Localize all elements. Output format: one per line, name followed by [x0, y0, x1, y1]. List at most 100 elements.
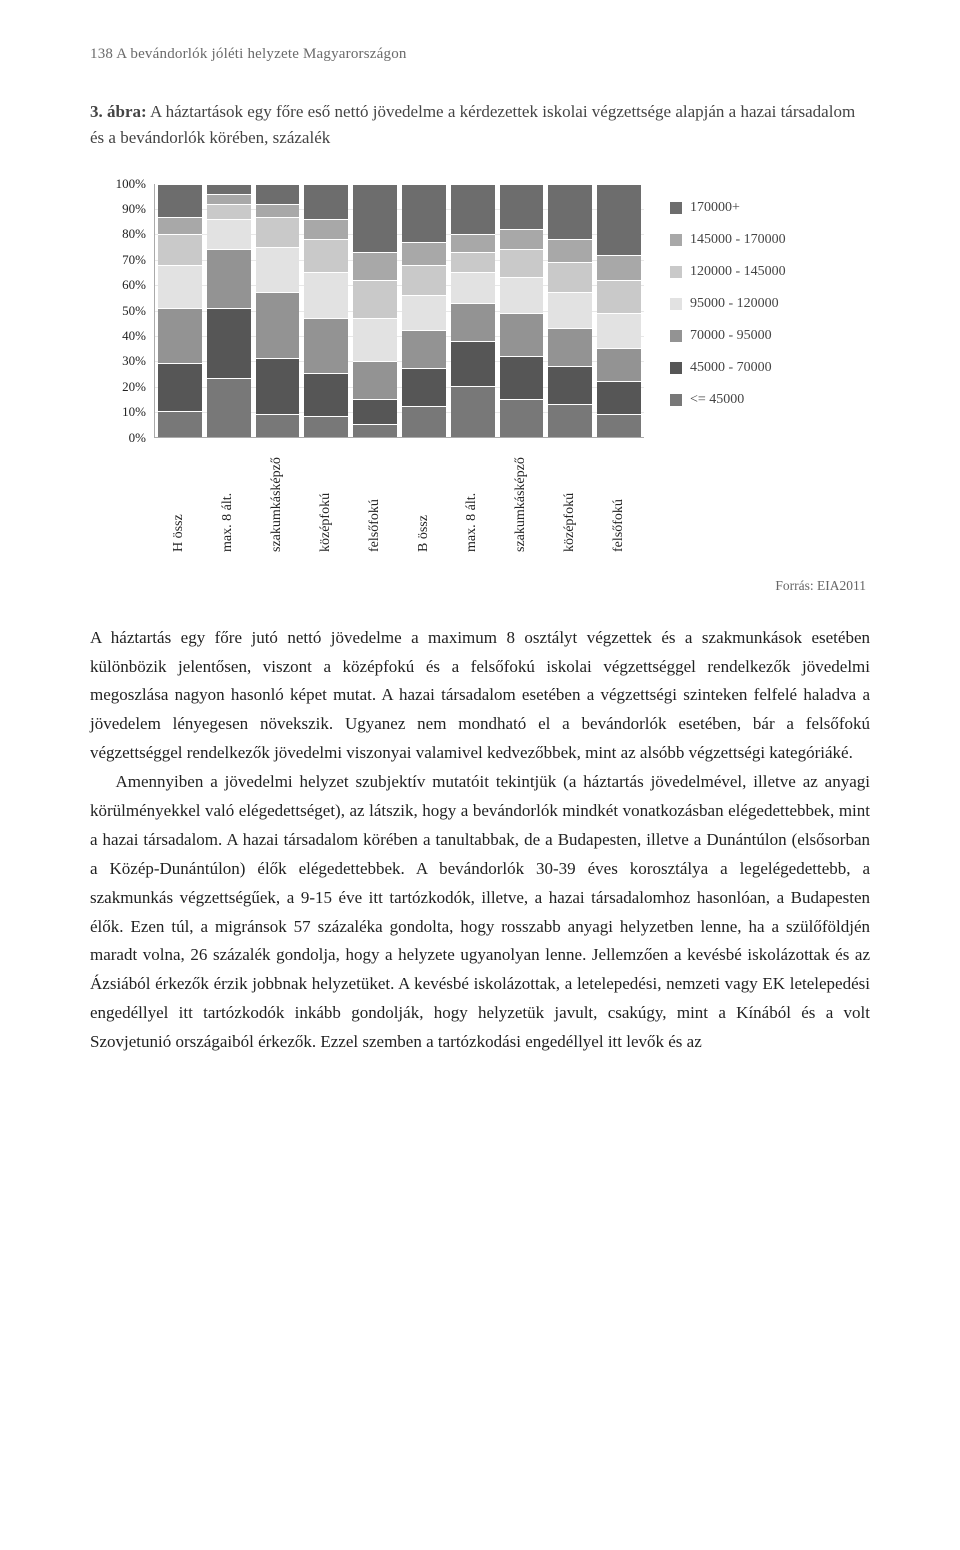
- legend-item: 45000 - 70000: [670, 360, 870, 376]
- bar-segment: [402, 242, 446, 265]
- figure-caption: 3. ábra: A háztartások egy főre eső nett…: [90, 99, 870, 152]
- bar-segment: [304, 318, 348, 374]
- bar-segment: [304, 184, 348, 219]
- y-tick: 50%: [122, 303, 146, 319]
- bar-segment: [548, 239, 592, 262]
- bar-segment: [597, 313, 641, 348]
- y-tick: 90%: [122, 201, 146, 217]
- bar-segment: [256, 204, 300, 217]
- y-tick: 40%: [122, 328, 146, 344]
- bar-segment: [304, 416, 348, 436]
- legend-swatch: [670, 266, 682, 278]
- bar-column: [158, 184, 202, 437]
- bar-segment: [402, 265, 446, 295]
- bar-segment: [304, 373, 348, 416]
- y-tick: 60%: [122, 277, 146, 293]
- bar-segment: [500, 356, 544, 399]
- legend-swatch: [670, 394, 682, 406]
- bar-segment: [353, 184, 397, 252]
- y-tick: 100%: [116, 176, 146, 192]
- legend-item: 70000 - 95000: [670, 328, 870, 344]
- bar-segment: [304, 239, 348, 272]
- legend-swatch: [670, 202, 682, 214]
- bar-segment: [451, 184, 495, 235]
- bar-segment: [207, 184, 251, 194]
- bar-segment: [451, 386, 495, 437]
- bars-container: [155, 184, 644, 437]
- bar-column: [500, 184, 544, 437]
- bar-segment: [451, 272, 495, 302]
- bar-segment: [402, 295, 446, 330]
- legend-item: 145000 - 170000: [670, 232, 870, 248]
- bar-segment: [353, 252, 397, 280]
- bar-segment: [402, 406, 446, 436]
- bar-segment: [158, 234, 202, 264]
- x-axis-label: H össz: [157, 446, 201, 556]
- legend-item: <= 45000: [670, 392, 870, 408]
- legend-label: 145000 - 170000: [690, 232, 786, 248]
- bar-segment: [597, 381, 641, 414]
- bar-segment: [304, 272, 348, 318]
- paragraph-2: Amennyiben a jövedelmi helyzet szubjektí…: [90, 768, 870, 1057]
- figure-label: 3. ábra:: [90, 102, 147, 121]
- x-axis-label: felsőfokú: [353, 446, 397, 556]
- y-tick: 0%: [129, 430, 146, 446]
- bar-segment: [402, 368, 446, 406]
- paragraph-1: A háztartás egy főre jutó nettó jövedelm…: [90, 624, 870, 768]
- bar-segment: [207, 219, 251, 249]
- bar-segment: [207, 378, 251, 436]
- bar-segment: [256, 184, 300, 204]
- legend-label: 120000 - 145000: [690, 264, 786, 280]
- x-axis-label: felsőfokú: [597, 446, 641, 556]
- bar-segment: [548, 292, 592, 327]
- x-axis-label: középfokú: [548, 446, 592, 556]
- legend: 170000+ 145000 - 170000 120000 - 145000 950…: [670, 200, 870, 424]
- legend-item: 95000 - 120000: [670, 296, 870, 312]
- legend-label: 170000+: [690, 200, 740, 216]
- legend-swatch: [670, 234, 682, 246]
- bar-segment: [548, 328, 592, 366]
- stacked-bar-chart: 0%10%20%30%40%50%60%70%80%90%100% H össz…: [90, 178, 870, 558]
- plot-area: [154, 184, 644, 438]
- bar-column: [207, 184, 251, 437]
- bar-segment: [353, 399, 397, 424]
- legend-item: 170000+: [670, 200, 870, 216]
- bar-segment: [548, 262, 592, 292]
- bar-segment: [256, 292, 300, 358]
- x-axis-label: B össz: [402, 446, 446, 556]
- y-tick: 30%: [122, 353, 146, 369]
- bar-segment: [207, 249, 251, 307]
- y-axis: 0%10%20%30%40%50%60%70%80%90%100%: [90, 178, 152, 438]
- bar-column: [353, 184, 397, 437]
- bar-segment: [158, 308, 202, 364]
- bar-segment: [353, 361, 397, 399]
- bar-segment: [597, 414, 641, 437]
- bar-column: [402, 184, 446, 437]
- bar-segment: [597, 348, 641, 381]
- y-tick: 20%: [122, 379, 146, 395]
- x-axis-labels: H összmax. 8 ált.szakumkásképzőközépfokú…: [154, 446, 644, 556]
- bar-segment: [353, 280, 397, 318]
- bar-column: [548, 184, 592, 437]
- bar-segment: [158, 217, 202, 235]
- bar-segment: [158, 265, 202, 308]
- bar-segment: [158, 184, 202, 217]
- legend-swatch: [670, 298, 682, 310]
- bar-segment: [451, 234, 495, 252]
- bar-segment: [304, 219, 348, 239]
- bar-column: [597, 184, 641, 437]
- bar-segment: [256, 358, 300, 414]
- bar-column: [304, 184, 348, 437]
- bar-segment: [158, 363, 202, 411]
- bar-segment: [402, 184, 446, 242]
- bar-segment: [158, 411, 202, 436]
- legend-label: 95000 - 120000: [690, 296, 779, 312]
- bar-segment: [548, 184, 592, 240]
- legend-item: 120000 - 145000: [670, 264, 870, 280]
- bar-segment: [451, 303, 495, 341]
- bar-segment: [451, 341, 495, 387]
- bar-segment: [207, 308, 251, 379]
- y-tick: 70%: [122, 252, 146, 268]
- x-axis-label: max. 8 ált.: [450, 446, 494, 556]
- bar-segment: [256, 414, 300, 437]
